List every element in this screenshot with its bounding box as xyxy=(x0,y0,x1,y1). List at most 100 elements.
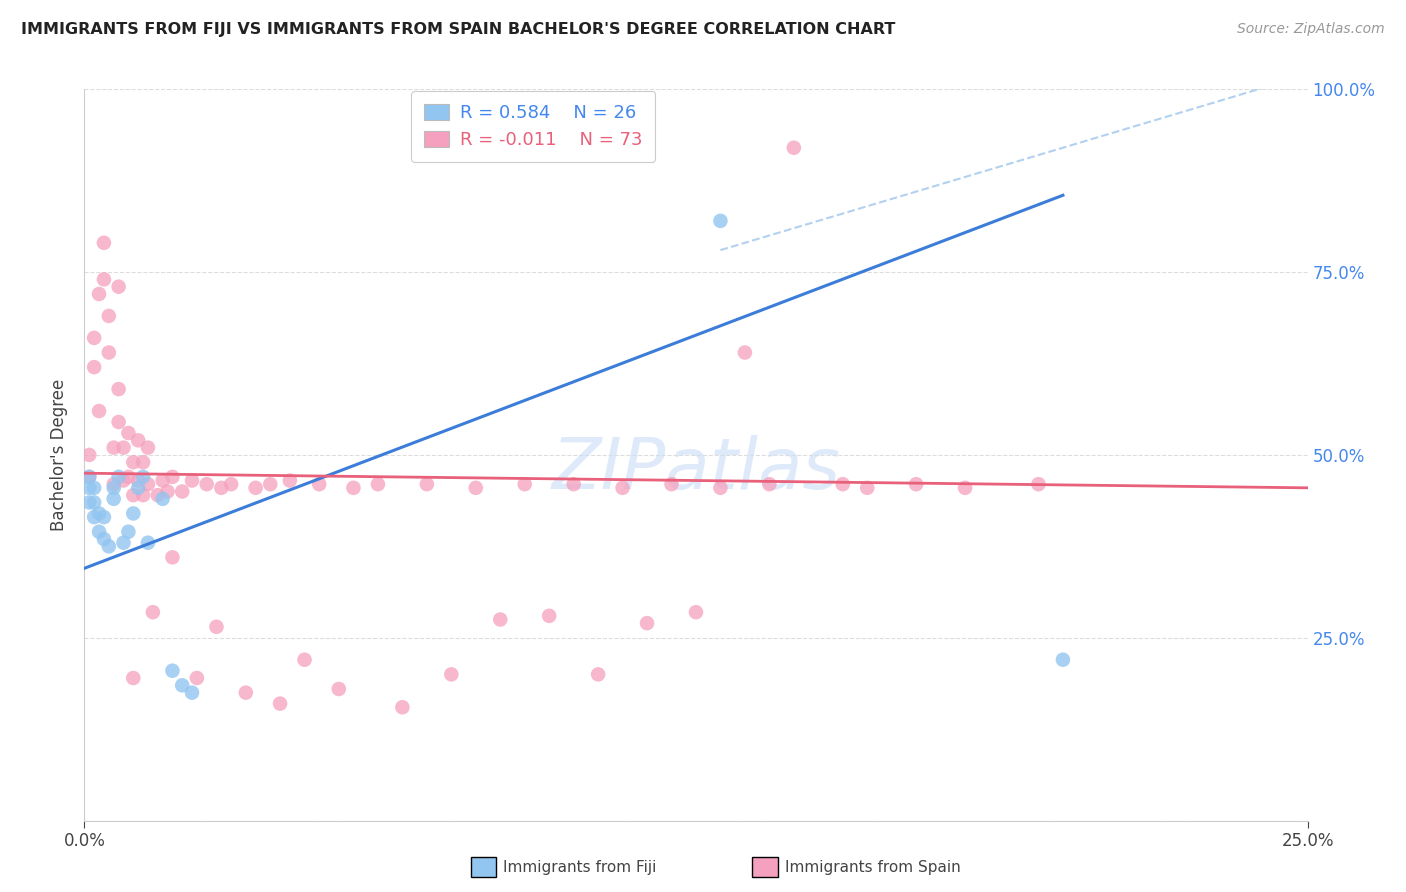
Point xyxy=(103,477,125,491)
Text: Source: ZipAtlas.com: Source: ZipAtlas.com xyxy=(1237,22,1385,37)
Point xyxy=(142,605,165,619)
Point xyxy=(195,477,218,491)
Point xyxy=(219,477,242,491)
Point xyxy=(97,345,120,359)
Point xyxy=(107,382,129,396)
Text: Immigrants from Spain: Immigrants from Spain xyxy=(785,861,960,875)
Point xyxy=(905,477,928,491)
Point xyxy=(77,481,100,495)
Point xyxy=(152,491,174,506)
Point xyxy=(489,613,512,627)
Point xyxy=(186,671,208,685)
Point xyxy=(93,272,115,286)
Point xyxy=(181,474,204,488)
Point xyxy=(342,481,364,495)
Point xyxy=(83,510,105,524)
Point xyxy=(172,678,194,692)
Point xyxy=(87,507,110,521)
Point xyxy=(209,481,232,495)
Point xyxy=(107,470,129,484)
Point xyxy=(117,425,139,440)
Point xyxy=(77,495,100,509)
Point xyxy=(107,415,129,429)
Point xyxy=(156,484,179,499)
Point xyxy=(97,539,120,553)
Point xyxy=(783,141,806,155)
Text: Immigrants from Fiji: Immigrants from Fiji xyxy=(503,861,657,875)
Point xyxy=(245,481,267,495)
Point xyxy=(77,470,100,484)
Point xyxy=(181,686,204,700)
Text: IMMIGRANTS FROM FIJI VS IMMIGRANTS FROM SPAIN BACHELOR'S DEGREE CORRELATION CHAR: IMMIGRANTS FROM FIJI VS IMMIGRANTS FROM … xyxy=(21,22,896,37)
Point xyxy=(685,605,707,619)
Point xyxy=(112,535,135,549)
Point xyxy=(127,434,149,448)
Point xyxy=(391,700,413,714)
Point xyxy=(162,664,184,678)
Point xyxy=(1052,653,1074,667)
Point xyxy=(709,481,731,495)
Point xyxy=(103,481,125,495)
Y-axis label: Bachelor's Degree: Bachelor's Degree xyxy=(51,379,69,531)
Point xyxy=(953,481,976,495)
Point xyxy=(513,477,536,491)
Point xyxy=(132,470,155,484)
Point xyxy=(709,214,731,228)
Point xyxy=(87,404,110,418)
Point xyxy=(122,507,145,521)
Point xyxy=(269,697,291,711)
Text: ZIPatlas: ZIPatlas xyxy=(551,435,841,504)
Point xyxy=(87,524,110,539)
Point xyxy=(367,477,389,491)
Point xyxy=(856,481,879,495)
Point xyxy=(83,495,105,509)
Point xyxy=(117,524,139,539)
Legend: R = 0.584    N = 26, R = -0.011    N = 73: R = 0.584 N = 26, R = -0.011 N = 73 xyxy=(412,91,655,161)
Point xyxy=(136,477,159,491)
Point xyxy=(107,279,129,293)
Point xyxy=(87,287,110,301)
Point xyxy=(122,488,145,502)
Point xyxy=(83,481,105,495)
Point xyxy=(464,481,486,495)
Point xyxy=(758,477,780,491)
Point xyxy=(127,474,149,488)
Point xyxy=(259,477,281,491)
Point xyxy=(77,470,100,484)
Point xyxy=(103,441,125,455)
Point xyxy=(112,474,135,488)
Point xyxy=(661,477,683,491)
Point xyxy=(612,481,634,495)
Point xyxy=(328,681,350,696)
Point xyxy=(562,477,585,491)
Point xyxy=(103,491,125,506)
Point xyxy=(172,484,194,499)
Point xyxy=(1028,477,1050,491)
Point xyxy=(205,620,228,634)
Point xyxy=(278,474,301,488)
Point xyxy=(636,616,658,631)
Point xyxy=(132,488,155,502)
Point xyxy=(117,470,139,484)
Point xyxy=(440,667,463,681)
Point xyxy=(112,441,135,455)
Point xyxy=(416,477,439,491)
Point xyxy=(136,535,159,549)
Point xyxy=(586,667,609,681)
Point xyxy=(83,360,105,375)
Point xyxy=(294,653,316,667)
Point xyxy=(93,532,115,546)
Point xyxy=(122,455,145,469)
Point xyxy=(235,686,257,700)
Point xyxy=(162,550,184,565)
Point xyxy=(127,481,149,495)
Point xyxy=(162,470,184,484)
Point xyxy=(734,345,756,359)
Point xyxy=(136,441,159,455)
Point xyxy=(83,331,105,345)
Point xyxy=(77,448,100,462)
Point xyxy=(146,488,169,502)
Point xyxy=(132,455,155,469)
Point xyxy=(97,309,120,323)
Point xyxy=(152,474,174,488)
